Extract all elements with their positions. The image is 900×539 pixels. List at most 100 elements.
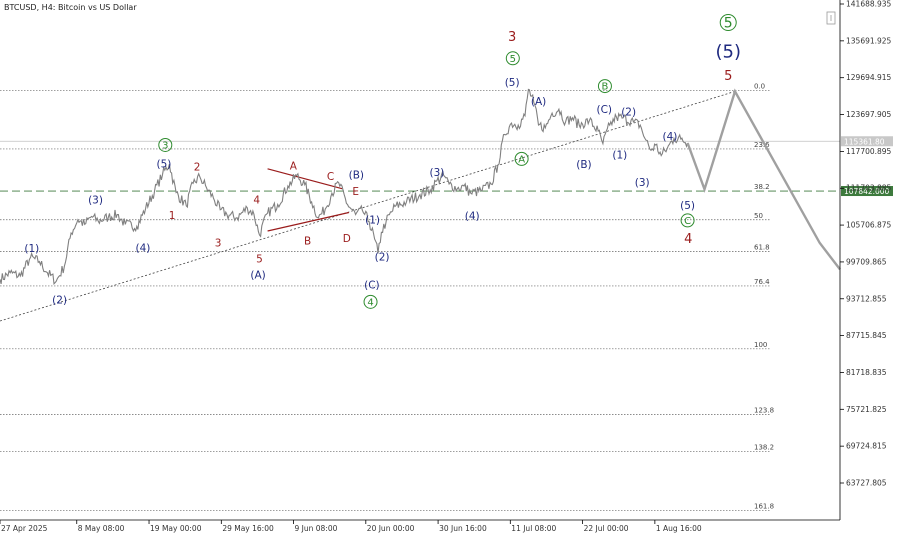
x-tick-label: 20 Jun 00:00 — [367, 524, 415, 533]
wave-label: (A) — [531, 96, 546, 108]
fib-level-label: 23.6 — [754, 141, 770, 149]
scroll-marker-icon[interactable] — [826, 11, 836, 25]
chart-title: BTCUSD, H4: Bitcoin vs US Dollar — [4, 3, 137, 12]
support-price-label: 107842.000 — [844, 187, 890, 196]
y-tick-label: 141688.935 — [846, 0, 892, 9]
wave-label-text: C — [684, 216, 691, 227]
x-tick-label: 29 May 16:00 — [222, 524, 274, 533]
x-tick-label: 30 Jun 16:00 — [439, 524, 487, 533]
wave-label: 4 — [684, 232, 692, 247]
wave-label-text: 5 — [256, 254, 263, 266]
y-tick-label: 117700.895 — [846, 147, 892, 156]
x-tick-label: 19 May 00:00 — [150, 524, 202, 533]
wave-label-text: (2) — [621, 107, 636, 119]
wave-label: (5) — [680, 200, 695, 212]
wave-label: (3) — [635, 177, 650, 189]
wave-label: (5) — [156, 158, 171, 170]
current-price-label: 115361.80 — [844, 137, 885, 146]
wave-label-text: 4 — [253, 195, 260, 207]
wave-label: A — [514, 151, 529, 166]
wave-label: (B) — [576, 159, 591, 171]
y-tick-label: 93712.855 — [846, 294, 887, 303]
y-tick-label: 105706.875 — [846, 221, 892, 230]
wave-label: 3 — [508, 30, 516, 45]
wave-label: (4) — [135, 242, 150, 254]
y-tick-label: 87715.845 — [846, 331, 887, 340]
y-tick-label: 69724.815 — [846, 442, 887, 451]
fib-level-label: 0.0 — [754, 83, 765, 91]
wave-circle — [158, 137, 173, 152]
wave-label: (3) — [429, 167, 444, 179]
trend-line — [0, 90, 736, 322]
wave-label: (5) — [715, 41, 741, 62]
wave-label: D — [343, 233, 351, 245]
wave-label-text: (1) — [365, 215, 380, 227]
wave-label: C — [680, 213, 695, 228]
y-tick-label: 63727.805 — [846, 479, 887, 488]
current-price-tag — [841, 136, 893, 147]
y-tick-label: 123697.905 — [846, 110, 892, 119]
wave-label-text: (A) — [250, 269, 265, 281]
wave-label: (2) — [52, 295, 67, 307]
wave-circle — [719, 14, 737, 32]
wave-label: (C) — [364, 279, 380, 291]
wave-label: (1) — [24, 243, 39, 255]
wave-circle — [597, 79, 612, 94]
wave-label: (3) — [88, 195, 103, 207]
x-tick-label: 22 Jul 00:00 — [584, 524, 629, 533]
price-series — [0, 88, 689, 286]
wave-label-text: B — [304, 236, 311, 248]
fib-level-label: 61.8 — [754, 244, 770, 252]
wave-label: (5) — [505, 77, 520, 89]
wave-label-text: 3 — [215, 238, 222, 250]
wave-label-text: 3 — [508, 30, 516, 45]
wave-label-text: (3) — [88, 195, 103, 207]
wave-label-text: 1 — [169, 210, 176, 222]
triangle-line — [267, 168, 343, 190]
wave-label-text: 5 — [724, 16, 733, 32]
wave-label-text: (B) — [349, 170, 364, 182]
support-price-tag — [841, 186, 893, 197]
wave-circle — [514, 151, 529, 166]
wave-circle — [363, 294, 378, 309]
y-tick-label: 129694.915 — [846, 73, 892, 82]
fib-level-label: 76.4 — [754, 278, 770, 286]
fib-level-label: 161.8 — [754, 502, 774, 510]
fib-level-label: 100 — [754, 341, 767, 349]
wave-label: (B) — [349, 170, 364, 182]
y-tick-label: 135691.925 — [846, 36, 892, 45]
wave-label: (4) — [465, 211, 480, 223]
wave-label-text: 4 — [367, 297, 373, 308]
wave-label-text: (B) — [576, 159, 591, 171]
triangle-line — [267, 211, 350, 232]
wave-label: A — [290, 160, 298, 172]
wave-label-text: (3) — [429, 167, 444, 179]
wave-label: 1 — [169, 210, 176, 222]
wave-label-text: (5) — [715, 41, 741, 62]
wave-label-text: (2) — [375, 252, 390, 264]
wave-label: 5 — [719, 14, 737, 32]
y-tick-label: 81718.835 — [846, 368, 887, 377]
fib-level-label: 50 — [754, 212, 763, 220]
wave-label-text: (4) — [135, 242, 150, 254]
wave-circle — [680, 213, 695, 228]
wave-label-text: E — [352, 186, 359, 198]
wave-label-text: (4) — [465, 211, 480, 223]
wave-label: (2) — [621, 107, 636, 119]
wave-label: (A) — [250, 269, 265, 281]
wave-label-text: 3 — [162, 141, 168, 152]
fib-level-label: 138.2 — [754, 443, 774, 451]
wave-label-text: (5) — [680, 200, 695, 212]
wave-label-text: C — [327, 171, 334, 183]
wave-label-text: (5) — [156, 158, 171, 170]
fib-level-label: 38.2 — [754, 183, 770, 191]
x-tick-label: 9 Jun 08:00 — [295, 524, 338, 533]
y-tick-label: 99709.865 — [846, 257, 887, 266]
wave-label-text: (1) — [612, 150, 627, 162]
wave-label-text: A — [290, 160, 298, 172]
wave-label-text: 5 — [510, 54, 516, 65]
wave-label: C — [327, 171, 334, 183]
wave-label: 4 — [363, 294, 378, 309]
